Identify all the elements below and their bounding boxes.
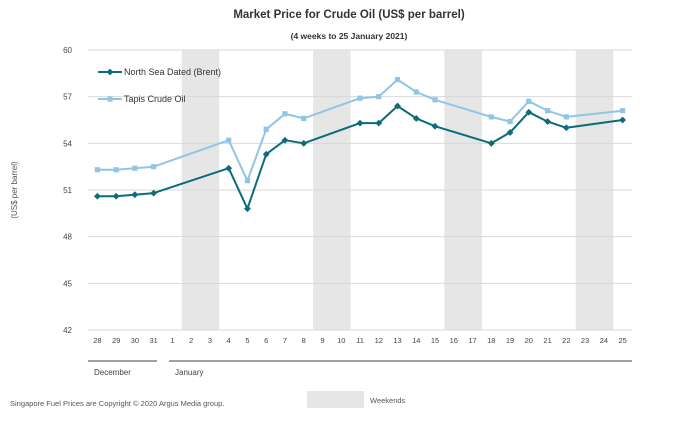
point-tapis-crude-oil-12 (376, 94, 382, 100)
point-north-sea-dated-brent-31 (150, 189, 158, 197)
y-tick-label-54: 54 (63, 139, 72, 148)
x-tick-label-20: 20 (525, 336, 533, 345)
y-tick-label-48: 48 (63, 233, 72, 242)
x-tick-label-30: 30 (131, 336, 139, 345)
point-north-sea-dated-brent-12 (375, 119, 383, 127)
point-tapis-crude-oil-25 (620, 108, 626, 114)
point-north-sea-dated-brent-29 (112, 192, 120, 200)
y-tick-label-51: 51 (63, 186, 72, 195)
x-tick-label-17: 17 (468, 336, 476, 345)
x-tick-label-11: 11 (356, 336, 364, 345)
point-north-sea-dated-brent-22 (562, 124, 570, 132)
point-north-sea-dated-brent-20 (525, 108, 533, 116)
point-north-sea-dated-brent-25 (619, 116, 627, 124)
series-line-tapis-crude-oil (97, 78, 623, 182)
point-tapis-crude-oil-19 (507, 118, 513, 125)
x-tick-label-18: 18 (487, 336, 495, 345)
x-tick-label-6: 6 (264, 336, 268, 345)
point-north-sea-dated-brent-21 (544, 118, 551, 125)
x-tick-label-19: 19 (506, 336, 514, 345)
chart-title: Market Price for Crude Oil (US$ per barr… (233, 9, 465, 21)
legend-label-north-sea-dated-brent: North Sea Dated (Brent) (124, 67, 221, 77)
x-tick-label-3: 3 (208, 336, 212, 345)
point-north-sea-dated-brent-14 (412, 115, 420, 122)
x-tick-label-23: 23 (581, 336, 589, 345)
point-north-sea-dated-brent-8 (300, 139, 308, 147)
chart-subtitle: (4 weeks to 25 January 2021) (290, 31, 408, 41)
x-tick-label-1: 1 (170, 336, 174, 345)
x-tick-label-13: 13 (393, 336, 401, 345)
point-tapis-crude-oil-4 (226, 137, 232, 143)
month-label-january: January (175, 368, 203, 377)
x-tick-label-2: 2 (189, 336, 193, 345)
point-tapis-crude-oil-5 (244, 178, 251, 184)
x-tick-label-14: 14 (412, 336, 420, 345)
x-tick-label-7: 7 (283, 336, 287, 345)
point-tapis-crude-oil-28 (94, 167, 100, 173)
x-tick-label-25: 25 (618, 336, 626, 345)
weekends-legend-swatch (307, 391, 364, 408)
x-tick-label-10: 10 (337, 336, 345, 345)
x-tick-label-22: 22 (562, 336, 570, 345)
x-tick-label-15: 15 (431, 336, 439, 345)
x-tick-label-31: 31 (149, 336, 157, 345)
legend-label-tapis-crude-oil: Tapis Crude Oil (124, 94, 186, 104)
y-tick-label-57: 57 (63, 93, 72, 102)
point-north-sea-dated-brent-30 (131, 191, 139, 199)
x-tick-label-8: 8 (302, 336, 306, 345)
point-tapis-crude-oil-31 (151, 164, 157, 170)
point-tapis-crude-oil-30 (132, 165, 138, 171)
y-axis-title: (US$ per barrel) (10, 161, 19, 219)
x-tick-label-5: 5 (245, 336, 249, 345)
x-tick-label-29: 29 (112, 336, 120, 345)
point-tapis-crude-oil-20 (526, 98, 532, 104)
x-tick-label-21: 21 (543, 336, 551, 345)
point-north-sea-dated-brent-5 (244, 205, 251, 213)
x-tick-label-28: 28 (93, 336, 101, 345)
point-tapis-crude-oil-6 (263, 126, 269, 132)
point-north-sea-dated-brent-11 (356, 119, 364, 127)
point-north-sea-dated-brent-18 (487, 139, 495, 147)
point-tapis-crude-oil-14 (413, 89, 419, 95)
y-tick-label-60: 60 (63, 46, 72, 55)
point-tapis-crude-oil-22 (563, 114, 569, 120)
point-tapis-crude-oil-29 (113, 167, 119, 173)
point-tapis-crude-oil-11 (357, 95, 363, 101)
month-label-december: December (94, 368, 131, 377)
point-tapis-crude-oil-15 (432, 97, 438, 103)
x-tick-label-24: 24 (600, 336, 608, 345)
x-tick-label-16: 16 (450, 336, 458, 345)
point-north-sea-dated-brent-13 (394, 102, 401, 110)
point-tapis-crude-oil-13 (394, 76, 401, 83)
point-tapis-crude-oil-18 (488, 114, 494, 120)
point-tapis-crude-oil-21 (544, 108, 551, 114)
point-north-sea-dated-brent-6 (262, 150, 270, 158)
series-line-north-sea-dated-brent (97, 105, 623, 210)
y-tick-label-42: 42 (63, 326, 72, 335)
x-tick-label-9: 9 (320, 336, 324, 345)
point-tapis-crude-oil-7 (282, 111, 288, 117)
point-north-sea-dated-brent-19 (506, 129, 514, 136)
weekends-legend-label: Weekends (370, 396, 406, 405)
point-north-sea-dated-brent-4 (225, 164, 233, 172)
y-tick-label-45: 45 (63, 279, 72, 288)
legend-marker-north-sea-dated-brent (106, 68, 114, 76)
point-north-sea-dated-brent-28 (93, 192, 101, 200)
copyright-footer: Singapore Fuel Prices are Copyright © 20… (10, 399, 225, 408)
x-tick-label-4: 4 (227, 336, 231, 345)
point-north-sea-dated-brent-15 (431, 122, 439, 130)
x-tick-label-12: 12 (375, 336, 383, 345)
point-north-sea-dated-brent-7 (281, 136, 289, 144)
point-tapis-crude-oil-8 (301, 115, 307, 122)
legend-marker-tapis-crude-oil (107, 96, 113, 102)
